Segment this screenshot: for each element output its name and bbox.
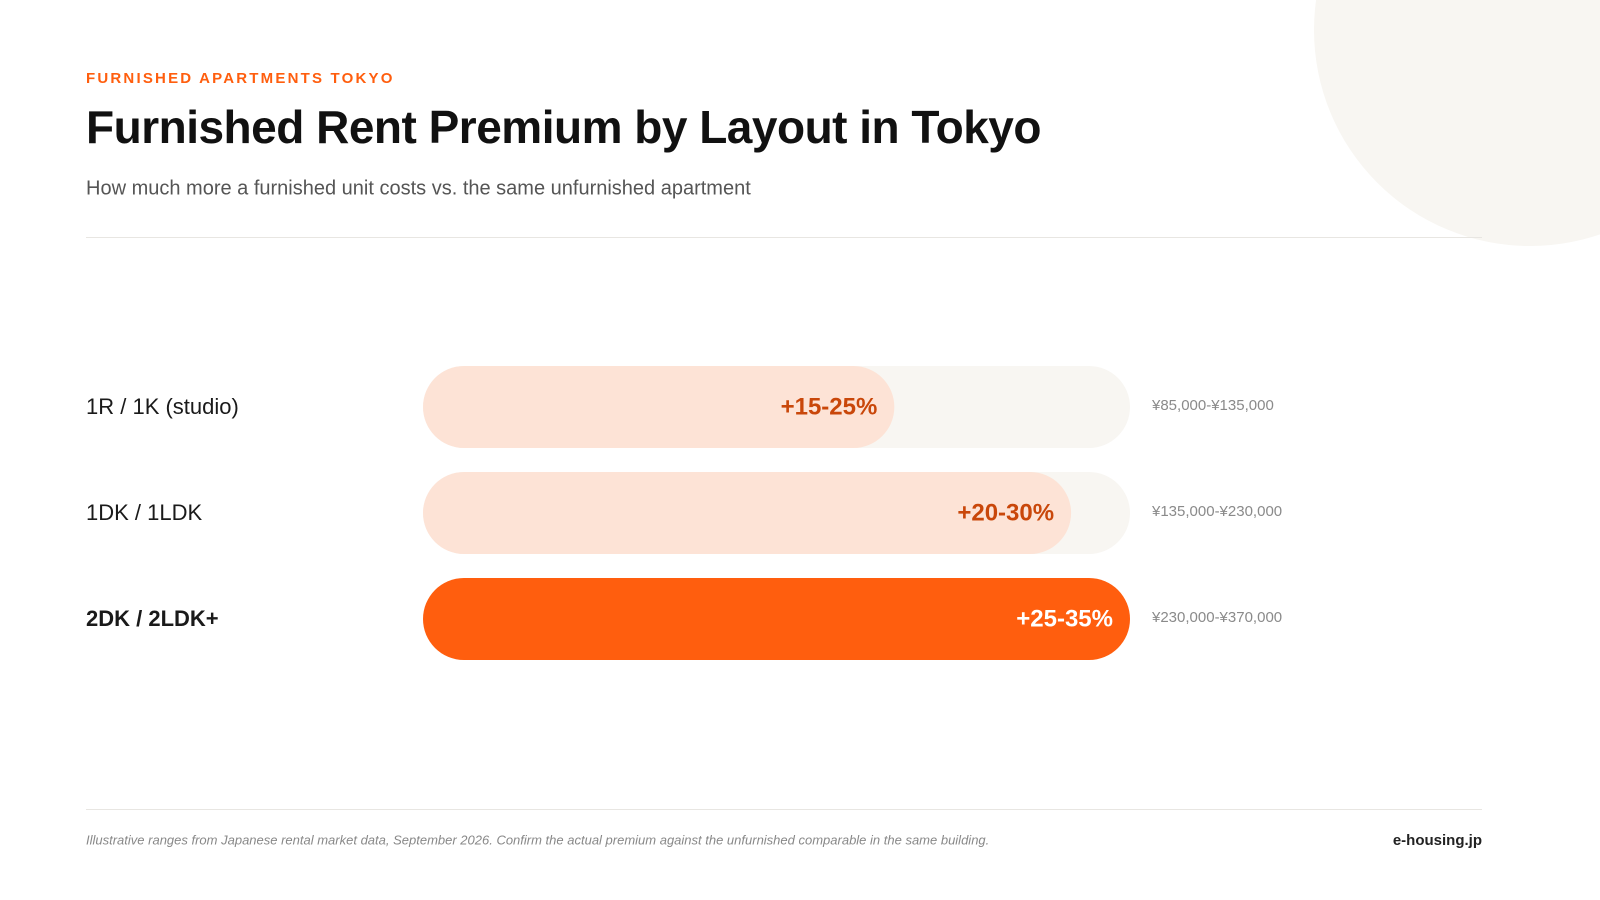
rent-range: ¥135,000-¥230,000 (1151, 503, 1282, 520)
value-label: +25-35% (1016, 605, 1113, 632)
footnote: Illustrative ranges from Japanese rental… (86, 832, 989, 847)
category-label: 1R / 1K (studio) (86, 394, 239, 419)
decor-circle (1314, 0, 1600, 246)
bar (423, 578, 1130, 660)
chart-title: Furnished Rent Premium by Layout in Toky… (86, 101, 1041, 153)
bar (423, 366, 895, 448)
category-label: 1DK / 1LDK (86, 500, 202, 525)
value-label: +15-25% (781, 393, 878, 420)
source: e-housing.jp (1393, 832, 1482, 849)
rent-range: ¥230,000-¥370,000 (1151, 609, 1282, 626)
rent-range: ¥85,000-¥135,000 (1151, 397, 1274, 414)
eyebrow: FURNISHED APARTMENTS TOKYO (86, 70, 395, 87)
category-label: 2DK / 2LDK+ (86, 606, 219, 631)
bar (423, 472, 1072, 554)
subtitle: How much more a furnished unit costs vs.… (86, 177, 751, 199)
value-label: +20-30% (957, 499, 1054, 526)
